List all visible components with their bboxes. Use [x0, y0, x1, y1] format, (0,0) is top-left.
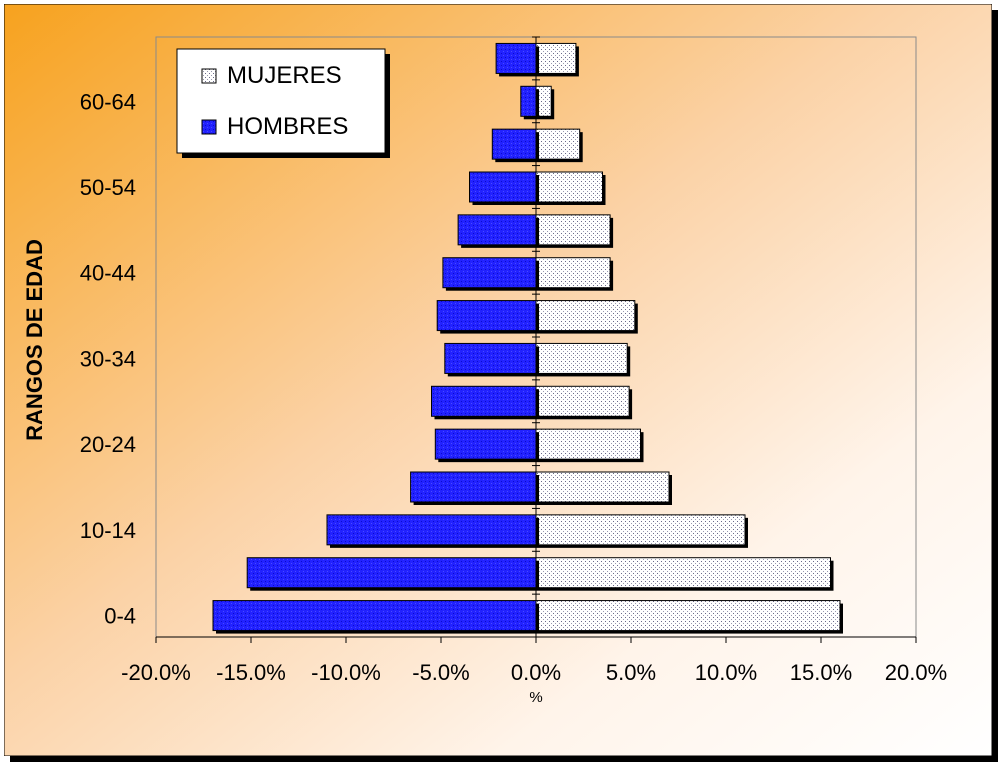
legend-label-hombres: HOMBRES	[227, 113, 348, 140]
bar-hombres	[444, 342, 537, 374]
population-pyramid-chart: 0-4 10-14 20-24 30-34 40-44 50-54 60-64 -20.0%…	[4, 4, 992, 756]
bar-hombres	[469, 171, 537, 203]
bar-hombres	[495, 42, 537, 74]
y-tick-label: 40-44	[80, 261, 136, 286]
bar-hombres	[410, 471, 537, 503]
bar-mujeres	[535, 171, 603, 203]
legend-box	[176, 48, 386, 154]
y-tick-label: 10-14	[80, 518, 136, 543]
x-tick-label: -5.0%	[412, 660, 469, 685]
x-tick-label: -20.0%	[121, 660, 191, 685]
bar-mujeres	[535, 514, 746, 546]
bar-mujeres	[535, 128, 581, 160]
bar-mujeres	[535, 600, 841, 632]
x-tick-labels: -20.0% -15.0% -10.0% -5.0% 0.0% 5.0% 10.0% 15.0…	[121, 660, 947, 685]
bar-hombres	[326, 514, 537, 546]
y-tick-label: 0-4	[104, 604, 136, 629]
x-tick-label: 20.0%	[885, 660, 947, 685]
bar-hombres	[212, 600, 537, 632]
y-tick-labels: 0-4 10-14 20-24 30-34 40-44 50-54 60-64	[80, 89, 136, 628]
x-tick-label: 15.0%	[790, 660, 852, 685]
bar-mujeres	[535, 257, 611, 289]
bar-mujeres	[535, 214, 611, 246]
bar-hombres	[431, 385, 537, 417]
x-tick-label: 5.0%	[606, 660, 656, 685]
x-axis-title: %	[529, 689, 542, 706]
y-tick-label: 30-34	[80, 346, 136, 371]
bar-mujeres	[535, 471, 670, 503]
bar-hombres	[434, 428, 537, 460]
bar-hombres	[520, 85, 537, 117]
x-tick-label: 0.0%	[511, 660, 561, 685]
legend-swatch-mujeres	[201, 68, 217, 84]
bar-mujeres	[535, 342, 628, 374]
bar-mujeres	[535, 557, 831, 589]
legend-label-mujeres: MUJERES	[227, 62, 342, 89]
y-axis-title: RANGOS DE EDAD	[22, 239, 47, 441]
bar-hombres	[442, 257, 537, 289]
chart-frame: 0-4 10-14 20-24 30-34 40-44 50-54 60-64 -20.0%…	[4, 4, 992, 756]
legend-swatch-hombres	[201, 119, 217, 135]
y-tick-label: 60-64	[80, 89, 136, 114]
chart-background	[4, 4, 992, 756]
y-tick-label: 20-24	[80, 432, 136, 457]
bar-hombres	[246, 557, 537, 589]
bars-layer	[212, 42, 843, 634]
bar-mujeres	[535, 300, 636, 332]
bar-mujeres	[535, 385, 630, 417]
axis-layer	[155, 36, 917, 643]
bar-mujeres	[535, 428, 641, 460]
bar-hombres	[457, 214, 537, 246]
legend: MUJERES HOMBRES	[176, 48, 390, 158]
bar-hombres	[491, 128, 537, 160]
x-tick-label: -10.0%	[311, 660, 381, 685]
x-tick-label: 10.0%	[695, 660, 757, 685]
y-tick-label: 50-54	[80, 175, 136, 200]
bar-mujeres	[535, 42, 577, 74]
bar-hombres	[436, 300, 537, 332]
x-tick-label: -15.0%	[216, 660, 286, 685]
